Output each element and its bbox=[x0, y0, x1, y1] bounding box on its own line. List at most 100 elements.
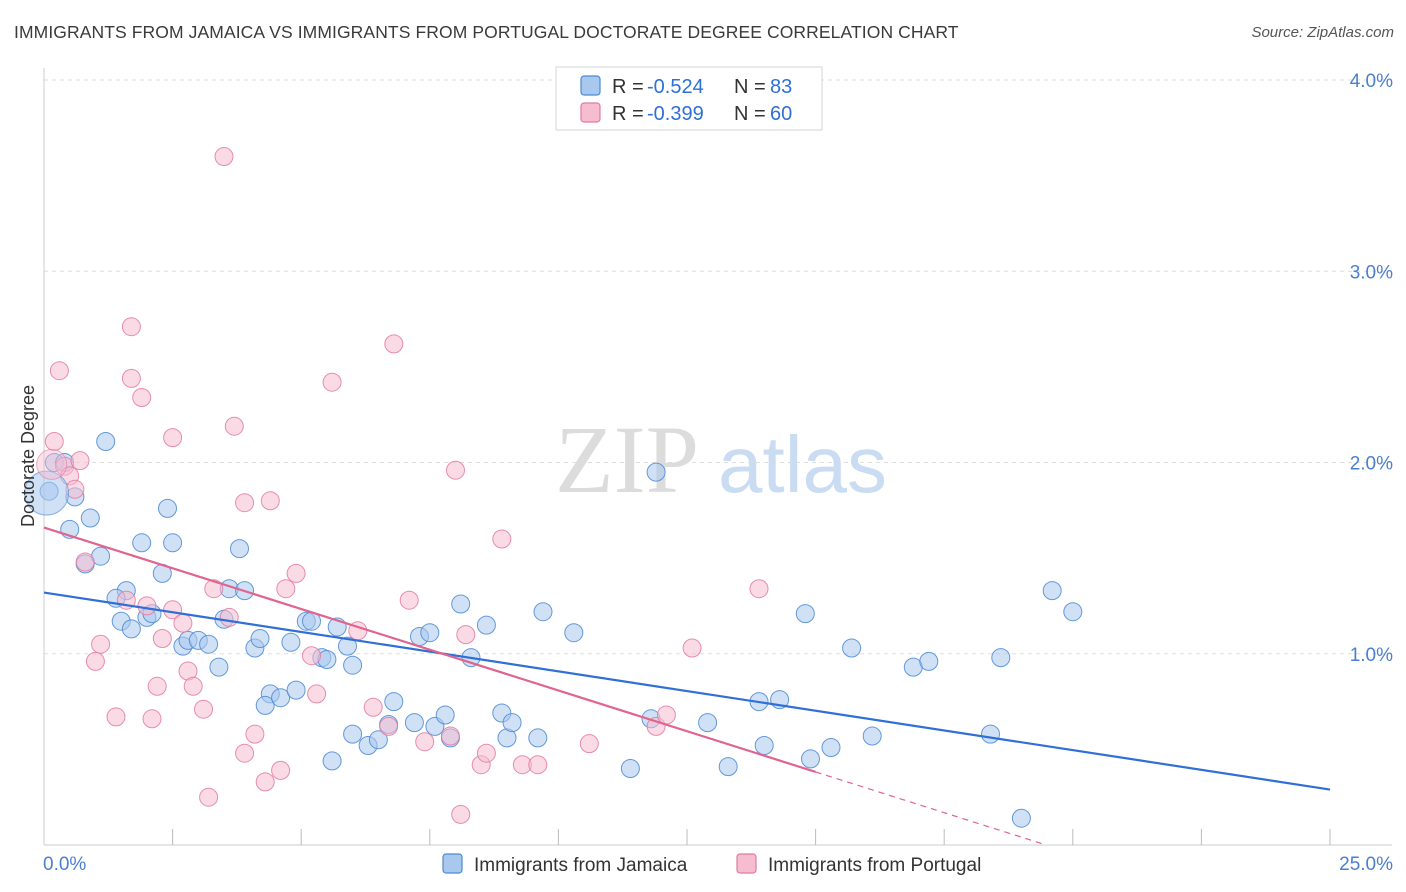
point-portugal-6 bbox=[75, 552, 95, 572]
points-layer bbox=[24, 147, 1083, 828]
point-jamaica-49 bbox=[420, 623, 440, 643]
point-portugal-34 bbox=[271, 760, 291, 780]
point-portugal-27 bbox=[219, 607, 239, 627]
legend-swatch-portugal bbox=[580, 102, 601, 123]
legend-swatch-jamaica bbox=[580, 75, 601, 96]
point-portugal-58 bbox=[682, 638, 702, 658]
point-portugal-54 bbox=[528, 755, 548, 775]
point-jamaica-41 bbox=[343, 724, 363, 744]
point-portugal-14 bbox=[137, 596, 157, 616]
point-portugal-24 bbox=[199, 787, 219, 807]
point-portugal-26 bbox=[214, 147, 234, 166]
point-jamaica-44 bbox=[322, 751, 342, 771]
point-portugal-52 bbox=[492, 529, 512, 549]
legend-n-label-jamaica: N = bbox=[734, 76, 766, 98]
bottom-legend-label-jamaica: Immigrants from Jamaica bbox=[474, 855, 688, 876]
y-tick-label-1: 1.0% bbox=[1350, 645, 1393, 666]
y-tick-label-4: 4.0% bbox=[1350, 71, 1393, 92]
chart-source: Source: ZipAtlas.com bbox=[1251, 24, 1394, 41]
point-jamaica-77 bbox=[991, 648, 1011, 668]
x-tick-label-max: 25.0% bbox=[1339, 854, 1393, 875]
point-jamaica-55 bbox=[476, 615, 496, 635]
point-portugal-17 bbox=[152, 629, 172, 648]
axes-layer bbox=[43, 68, 1392, 846]
point-portugal-44 bbox=[399, 590, 419, 610]
point-portugal-51 bbox=[476, 743, 496, 763]
point-portugal-38 bbox=[307, 684, 327, 704]
point-jamaica-76 bbox=[919, 651, 939, 671]
point-portugal-15 bbox=[142, 709, 162, 729]
point-jamaica-8 bbox=[132, 533, 152, 553]
point-portugal-12 bbox=[121, 317, 141, 337]
point-portugal-39 bbox=[322, 372, 342, 392]
point-jamaica-58 bbox=[502, 713, 522, 733]
bottom-legend: Immigrants from Jamaica Immigrants from … bbox=[442, 853, 981, 876]
point-portugal-30 bbox=[235, 743, 255, 763]
point-jamaica-47 bbox=[404, 713, 424, 733]
point-jamaica-74 bbox=[862, 726, 882, 746]
point-jamaica-cluster bbox=[24, 470, 70, 516]
point-jamaica-72 bbox=[821, 738, 841, 757]
point-portugal-9 bbox=[106, 707, 126, 727]
y-tick-label-2: 2.0% bbox=[1350, 454, 1393, 475]
point-portugal-32 bbox=[255, 772, 275, 792]
point-portugal-13 bbox=[132, 388, 152, 407]
point-portugal-20 bbox=[173, 613, 193, 633]
point-jamaica-38 bbox=[255, 695, 275, 715]
grid-layer bbox=[44, 79, 1392, 655]
point-jamaica-28 bbox=[250, 629, 270, 648]
point-jamaica-81 bbox=[1063, 602, 1083, 622]
point-jamaica-68 bbox=[754, 736, 774, 755]
watermark-atlas: atlas bbox=[718, 420, 887, 509]
point-portugal-23 bbox=[194, 699, 213, 719]
point-portugal-36 bbox=[286, 563, 306, 583]
bottom-legend-swatch-portugal bbox=[736, 853, 757, 874]
point-portugal-28 bbox=[224, 416, 244, 436]
point-portugal-8 bbox=[91, 634, 111, 654]
point-portugal-49 bbox=[451, 804, 471, 824]
point-jamaica-61 bbox=[564, 623, 584, 643]
point-portugal-16 bbox=[147, 676, 167, 696]
legend-r-value-portugal: -0.399 bbox=[647, 103, 704, 125]
point-jamaica-35 bbox=[343, 655, 363, 675]
watermark-zip: ZIP bbox=[555, 406, 699, 513]
legend-r-label-jamaica: R = bbox=[612, 76, 644, 98]
point-jamaica-23 bbox=[209, 657, 229, 677]
point-jamaica-18 bbox=[121, 619, 141, 639]
x-tick-label-min: 0.0% bbox=[43, 854, 86, 875]
point-jamaica-80 bbox=[1042, 581, 1062, 601]
point-jamaica-39 bbox=[271, 688, 291, 708]
point-jamaica-3 bbox=[80, 508, 100, 528]
top-legend: R = -0.524 N = 83 R = -0.399 N = 60 bbox=[555, 66, 823, 131]
point-jamaica-65 bbox=[698, 713, 718, 733]
point-jamaica-10 bbox=[163, 533, 183, 553]
point-portugal-35 bbox=[276, 579, 296, 599]
point-portugal-18 bbox=[163, 428, 183, 448]
point-jamaica-22 bbox=[199, 634, 219, 654]
point-jamaica-59 bbox=[533, 602, 553, 622]
y-tick-label-3: 3.0% bbox=[1350, 262, 1393, 283]
point-portugal-31 bbox=[245, 724, 265, 744]
point-jamaica-29 bbox=[281, 632, 301, 652]
point-portugal-25 bbox=[204, 579, 224, 599]
y-axis-title: Doctorate Degree bbox=[18, 385, 38, 527]
point-portugal-42 bbox=[379, 716, 399, 736]
watermark: ZIP atlas bbox=[555, 406, 887, 513]
bottom-legend-swatch-jamaica bbox=[442, 853, 463, 874]
point-portugal-57 bbox=[656, 705, 676, 725]
point-jamaica-51 bbox=[435, 705, 455, 725]
point-jamaica-60 bbox=[528, 728, 548, 748]
point-portugal-37 bbox=[302, 646, 321, 666]
point-portugal-46 bbox=[440, 726, 460, 746]
point-portugal-59 bbox=[749, 579, 769, 599]
point-portugal-22 bbox=[183, 676, 203, 696]
legend-n-label-portugal: N = bbox=[734, 103, 766, 125]
point-jamaica-11 bbox=[230, 539, 249, 559]
point-portugal-29 bbox=[235, 493, 255, 513]
legend-n-value-jamaica: 83 bbox=[770, 76, 792, 98]
point-jamaica-9 bbox=[158, 498, 177, 518]
point-jamaica-5 bbox=[96, 432, 116, 451]
point-jamaica-73 bbox=[842, 638, 862, 658]
bottom-legend-label-portugal: Immigrants from Portugal bbox=[768, 855, 981, 876]
